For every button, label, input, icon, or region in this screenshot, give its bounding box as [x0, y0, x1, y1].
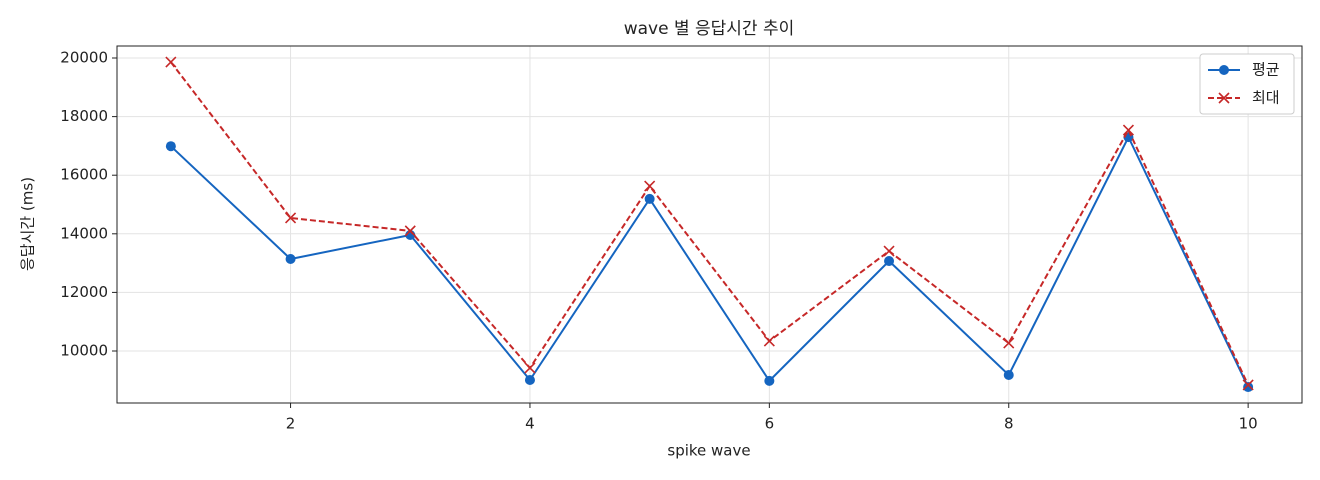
x-tick-label: 4 [525, 415, 535, 433]
point [285, 253, 296, 264]
point [644, 180, 656, 192]
y-axis-label: 응답시간 (ms) [19, 177, 37, 271]
legend-marker [1218, 92, 1230, 104]
y-tick-label: 18000 [60, 107, 108, 125]
point [644, 193, 655, 204]
y-tick-label: 20000 [60, 49, 108, 67]
legend-marker [1219, 65, 1229, 75]
y-tick-label: 12000 [60, 283, 108, 301]
point [284, 212, 297, 224]
x-tick-label: 6 [765, 415, 775, 433]
x-tick-label: 8 [1004, 415, 1014, 433]
point [524, 362, 536, 374]
legend-label: 평균 [1252, 61, 1280, 79]
y-tick-label: 16000 [60, 166, 108, 184]
series-line [170, 134, 1250, 388]
x-tick-label: 2 [286, 415, 296, 433]
point [165, 56, 177, 68]
y-tick-label: 10000 [60, 341, 108, 359]
point [1003, 370, 1014, 381]
plot-frame [116, 45, 1303, 404]
point [165, 141, 176, 152]
point [884, 256, 895, 267]
y-tick-label: 14000 [60, 224, 108, 242]
point [1242, 379, 1254, 391]
point [1003, 337, 1015, 349]
x-tick-label: 10 [1239, 415, 1258, 433]
point [764, 375, 775, 386]
point [524, 375, 535, 386]
legend-label: 최대 [1252, 89, 1280, 107]
point [1122, 124, 1135, 136]
x-axis-label: spike wave [667, 442, 750, 460]
legend-box [1199, 53, 1295, 115]
point [1243, 382, 1254, 393]
point [883, 245, 895, 257]
chart-title: wave 별 응답시간 추이 [624, 19, 795, 39]
point [404, 225, 416, 237]
point [763, 335, 775, 347]
series-line [170, 61, 1250, 386]
